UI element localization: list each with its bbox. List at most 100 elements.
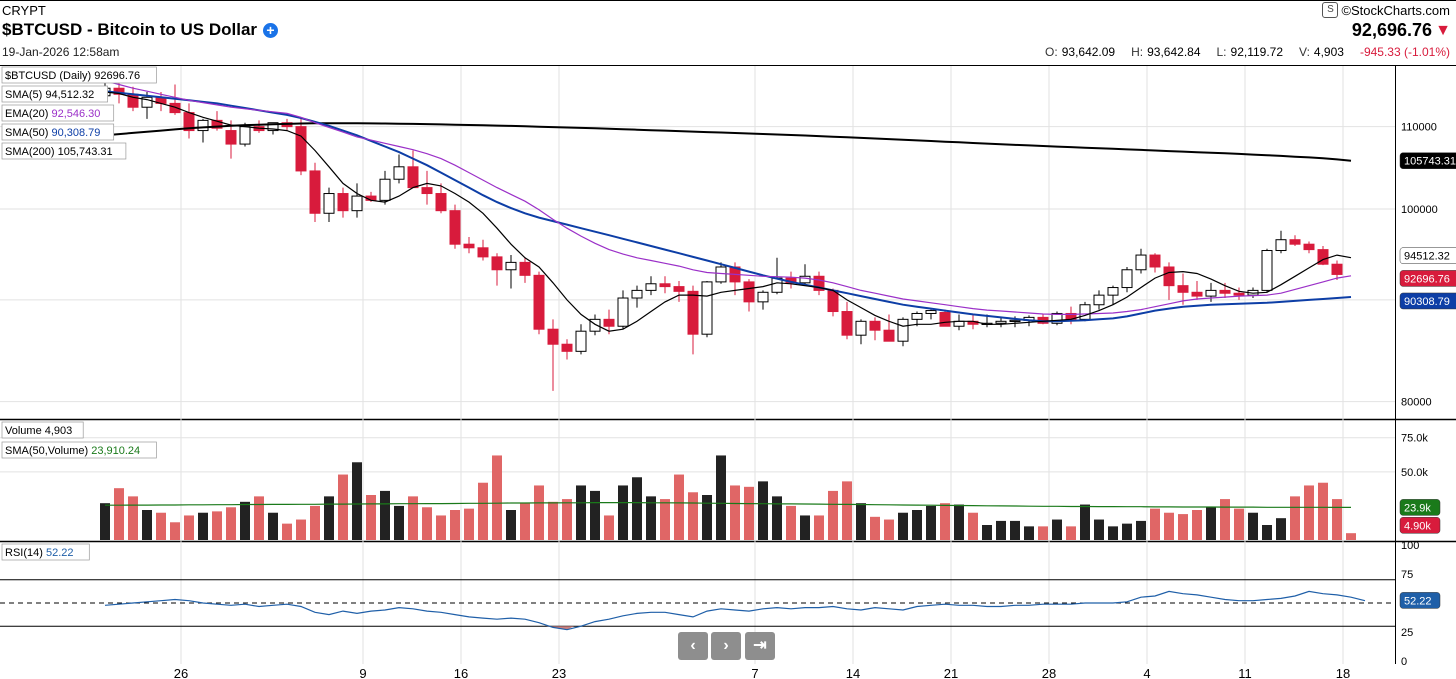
candle-body <box>659 283 671 288</box>
volume-tick-label: 50.0k <box>1401 467 1428 479</box>
volume-bar <box>730 485 740 540</box>
volume-bar <box>1304 485 1314 540</box>
x-tick-label: 16 <box>454 666 468 679</box>
candle-body <box>337 193 349 212</box>
volume-bar <box>506 510 516 540</box>
change-readout: -945.33 (-1.01%) <box>1359 45 1450 59</box>
volume-bar <box>1136 520 1146 540</box>
sma200-price-tag-bg <box>1399 152 1456 169</box>
volume-bar <box>310 505 320 540</box>
price-legend-box <box>1 104 115 122</box>
candle-body <box>141 96 153 108</box>
candle-body <box>449 210 461 245</box>
volume-bar <box>1220 499 1230 540</box>
exchange-label: CRYPT <box>2 3 46 18</box>
volume-bar <box>352 462 362 540</box>
volume-sma-line <box>105 502 1351 508</box>
price-legend-box <box>1 123 115 141</box>
add-to-list-icon[interactable]: + <box>263 22 279 38</box>
candle-body <box>1191 291 1203 297</box>
candle-body <box>869 320 881 331</box>
scroll-to-end-button[interactable]: ⇥ <box>745 632 775 660</box>
ema20-line <box>104 80 1352 315</box>
volume-bar <box>268 512 278 540</box>
volume-bar <box>324 496 334 540</box>
volume-bar <box>786 505 796 540</box>
open-readout: O: 93,642.09 <box>1045 45 1116 59</box>
volume-bar <box>1024 526 1034 540</box>
volume-bar <box>590 490 600 540</box>
candle-body <box>169 102 181 114</box>
chevron-left-icon: ‹ <box>690 637 696 654</box>
x-tick-label: 9 <box>359 666 366 679</box>
scroll-left-button[interactable]: ‹ <box>678 632 708 660</box>
candle-body <box>897 318 909 342</box>
candle-body <box>1205 289 1217 297</box>
volume-bar <box>380 490 390 540</box>
volume-bar <box>660 499 670 540</box>
volume-bar <box>436 515 446 540</box>
volume-sma-tag: 23.9k <box>1404 502 1431 514</box>
volume-bar <box>1206 507 1216 540</box>
volume-bar <box>1066 526 1076 540</box>
candle-body <box>267 122 279 132</box>
candle-body <box>1233 292 1245 296</box>
volume-last-tag-bg <box>1399 517 1441 534</box>
candle-body <box>1135 254 1147 271</box>
volume-bar <box>702 495 712 540</box>
volume-sma-tag-bg <box>1399 499 1441 516</box>
candle-body <box>1275 239 1287 252</box>
candle-body <box>911 312 923 320</box>
brand-text: ©StockCharts.com <box>1341 2 1450 18</box>
volume-bar <box>1108 526 1118 540</box>
price-legend-box <box>1 85 108 103</box>
volume-bar <box>1262 525 1272 540</box>
high-readout: H: 93,642.84 <box>1131 45 1201 59</box>
candle-body <box>1093 294 1105 306</box>
volume-last-tag: 4.90k <box>1404 520 1431 532</box>
rsi-value-tag-bg <box>1399 592 1441 609</box>
volume-bar <box>114 488 124 540</box>
volume-bar <box>562 499 572 540</box>
candle-body <box>673 286 685 292</box>
rsi-legend-box <box>1 543 90 561</box>
volume-bar <box>184 515 194 540</box>
volume-bar <box>954 504 964 540</box>
volume-bar <box>968 512 978 540</box>
candle-body <box>225 130 237 145</box>
volume-bar <box>170 522 180 540</box>
volume-bar <box>408 496 418 540</box>
volume-bar <box>716 455 726 540</box>
volume-bar <box>926 505 936 540</box>
candle-body <box>197 119 209 132</box>
candle-body <box>715 266 727 283</box>
volume-bar <box>1318 482 1328 540</box>
candle-body <box>757 291 769 303</box>
candle-body <box>1331 263 1343 275</box>
candle-body <box>407 166 419 189</box>
x-tick-label: 21 <box>944 666 958 679</box>
volume-bar <box>898 512 908 540</box>
rsi-value-tag: 52.22 <box>1404 595 1432 607</box>
sma5-line <box>104 91 1352 332</box>
price-tick-label: 100000 <box>1401 204 1438 216</box>
candle-body <box>547 328 559 345</box>
volume-legend-item: Volume 4,903 <box>5 425 72 437</box>
brand-credit[interactable]: S ©StockCharts.com <box>1322 2 1450 18</box>
volume-bar <box>1164 512 1174 540</box>
candle-body <box>743 281 755 303</box>
candle-body <box>477 247 489 258</box>
volume-bar <box>814 515 824 540</box>
candle-body <box>1079 304 1091 320</box>
x-tick-label: 4 <box>1143 666 1150 679</box>
candle-body <box>1163 266 1175 287</box>
scroll-right-button[interactable]: › <box>711 632 741 660</box>
candle-body <box>1289 239 1301 245</box>
volume-bar <box>394 505 404 540</box>
volume-bar <box>856 503 866 540</box>
candle-body <box>645 283 657 291</box>
candle-body <box>295 126 307 172</box>
candle-body <box>617 297 629 327</box>
candle-body <box>1149 254 1161 268</box>
